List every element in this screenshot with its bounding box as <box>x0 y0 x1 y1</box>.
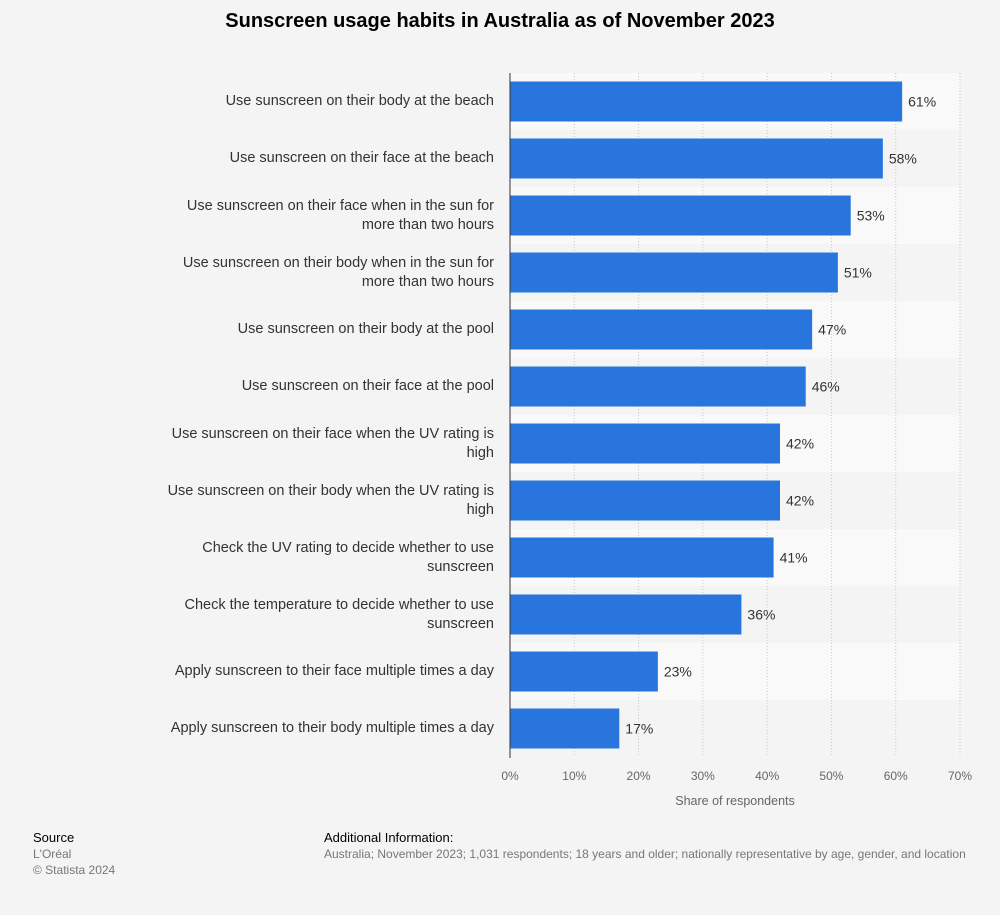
value-label: 36% <box>747 607 775 623</box>
bar <box>510 594 742 635</box>
bar <box>510 537 774 578</box>
x-tick-label: 70% <box>948 769 972 783</box>
bar <box>510 81 903 122</box>
bar <box>510 138 883 179</box>
category-label: Apply sunscreen to their body multiple t… <box>170 720 494 736</box>
gridlines <box>573 73 961 757</box>
x-tick-label: 60% <box>884 769 908 783</box>
category-label: Apply sunscreen to their face multiple t… <box>174 663 494 679</box>
copyright: © Statista 2024 <box>33 863 116 877</box>
bar <box>510 366 806 407</box>
value-label: 58% <box>889 151 917 167</box>
x-tick-label: 10% <box>562 769 586 783</box>
value-label: 61% <box>908 94 936 110</box>
additional-info-heading: Additional Information: <box>324 830 454 845</box>
bar <box>510 309 813 350</box>
source-name: L'Oréal <box>33 847 72 861</box>
value-label: 47% <box>818 322 846 338</box>
chart-title: Sunscreen usage habits in Australia as o… <box>225 10 775 32</box>
category-label: Check the UV rating to decide whether to… <box>202 539 494 575</box>
x-tick-label: 0% <box>501 769 519 783</box>
x-tick-label: 40% <box>755 769 779 783</box>
bar-chart: 61% 58% 53% 51% 47% 46% 42% 42% 41% 36% 23% 17% 0% 1… <box>501 73 972 808</box>
category-label: Use sunscreen on their body when in the … <box>182 254 494 290</box>
x-tick-label: 30% <box>691 769 715 783</box>
category-label: Use sunscreen on their face at the pool <box>241 378 494 394</box>
value-label: 41% <box>780 550 808 566</box>
value-label: 46% <box>812 379 840 395</box>
category-label: Use sunscreen on their body when the UV … <box>167 482 494 518</box>
value-label: 51% <box>844 265 872 281</box>
bar <box>510 651 658 692</box>
x-tick-labels: 0% 10% 20% 30% 40% 50% 60% 70% <box>501 769 972 783</box>
x-axis-label: Share of respondents <box>675 794 795 808</box>
bar <box>510 195 851 236</box>
bar <box>510 480 780 521</box>
bar <box>510 423 780 464</box>
source-block: Source L'Oréal © Statista 2024 <box>33 830 115 878</box>
bar <box>510 252 838 293</box>
value-label: 42% <box>786 493 814 509</box>
x-tick-label: 20% <box>627 769 651 783</box>
category-label: Check the temperature to decide whether … <box>184 596 494 632</box>
bars <box>510 81 903 749</box>
additional-info-block: Additional Information: Australia; Novem… <box>324 830 966 862</box>
additional-info-text: Australia; November 2023; 1,031 responde… <box>324 847 966 861</box>
value-label: 53% <box>857 208 885 224</box>
bar <box>510 708 620 749</box>
category-label: Use sunscreen on their face at the beach <box>229 150 494 166</box>
x-tick-label: 50% <box>819 769 843 783</box>
source-heading: Source <box>33 830 75 845</box>
value-labels: 61% 58% 53% 51% 47% 46% 42% 42% 41% 36% 23% 17% <box>625 94 936 737</box>
category-label: Use sunscreen on their body at the pool <box>237 321 494 337</box>
value-label: 42% <box>786 436 814 452</box>
category-label: Use sunscreen on their face when in the … <box>186 197 494 233</box>
category-label: Use sunscreen on their face when the UV … <box>171 425 494 461</box>
value-label: 17% <box>625 721 653 737</box>
value-label: 23% <box>664 664 692 680</box>
category-label: Use sunscreen on their body at the beach <box>225 93 494 109</box>
